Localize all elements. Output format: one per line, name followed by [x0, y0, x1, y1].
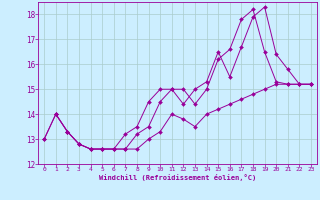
- X-axis label: Windchill (Refroidissement éolien,°C): Windchill (Refroidissement éolien,°C): [99, 174, 256, 181]
